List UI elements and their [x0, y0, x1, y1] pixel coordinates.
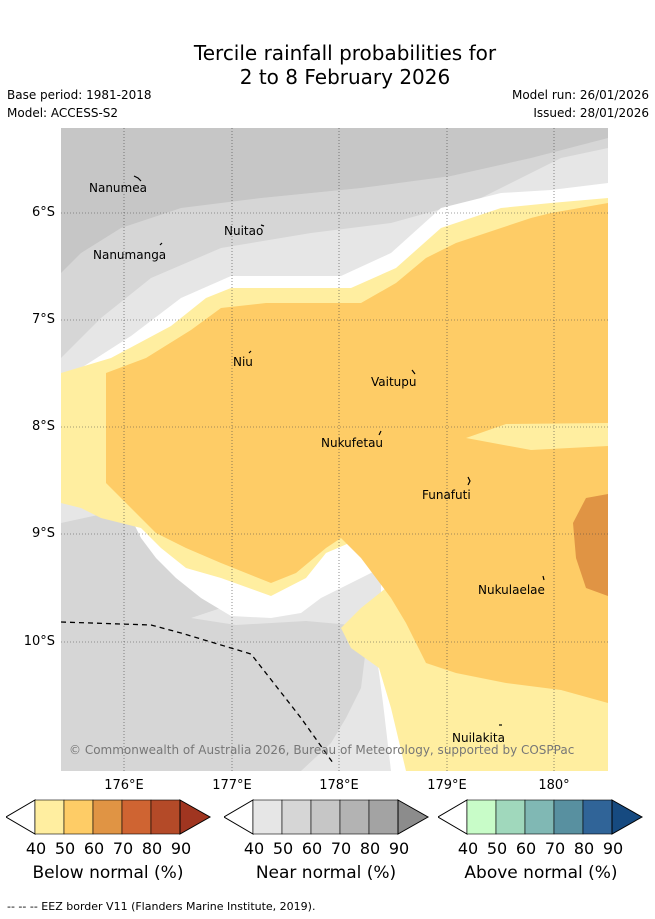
tick-below-50: 50 — [54, 839, 76, 858]
lon-label-179e: 179°E — [427, 778, 467, 793]
tick-near-70: 70 — [330, 839, 352, 858]
tick-above-90: 90 — [602, 839, 624, 858]
island-label-niu: Niu — [233, 355, 253, 369]
colorbar-above-normal — [438, 799, 644, 835]
lat-label-6s: 6°S — [31, 205, 55, 220]
cbar-below-underflow — [6, 799, 36, 835]
tick-near-40: 40 — [243, 839, 265, 858]
cbar-above-70 — [553, 799, 584, 835]
island-label-funafuti: Funafuti — [422, 488, 471, 502]
cbar-above-underflow — [438, 799, 468, 835]
nukulaelae-marker — [542, 575, 545, 581]
tick-below-40: 40 — [25, 839, 47, 858]
cbar-below-70 — [121, 799, 152, 835]
island-label-nanumanga: Nanumanga — [93, 248, 166, 262]
cbar-below-50 — [63, 799, 94, 835]
map-title-line2: 2 to 8 February 2026 — [239, 65, 451, 89]
tick-below-60: 60 — [83, 839, 105, 858]
island-label-nuitao: Nuitao — [224, 224, 263, 238]
tick-above-70: 70 — [544, 839, 566, 858]
funafuti-marker — [467, 476, 471, 486]
cbar-above-90 — [611, 799, 644, 835]
cbar-near-underflow — [224, 799, 254, 835]
legend-title-near: Near normal (%) — [255, 863, 397, 883]
island-label-nuilakita: Nuilakita — [452, 731, 505, 745]
cbar-near-90 — [397, 799, 430, 835]
tick-near-50: 50 — [272, 839, 294, 858]
tick-above-40: 40 — [457, 839, 479, 858]
tick-above-60: 60 — [515, 839, 537, 858]
base-period: Base period: 1981-2018 — [7, 88, 152, 102]
near-normal-60-region — [61, 128, 608, 273]
tick-near-60: 60 — [301, 839, 323, 858]
tick-above-80: 80 — [573, 839, 595, 858]
lon-label-176e: 176°E — [104, 778, 144, 793]
nanumea-marker — [133, 175, 142, 182]
lon-label-177e: 177°E — [212, 778, 252, 793]
cbar-below-40 — [34, 799, 65, 835]
tick-below-80: 80 — [141, 839, 163, 858]
colorbar-below-normal — [6, 799, 212, 835]
lat-label-10s: 10°S — [23, 634, 55, 649]
eez-footnote: -- -- -- EEZ border V11 (Flanders Marine… — [7, 900, 316, 913]
colorbar-near-normal — [224, 799, 430, 835]
model-name: Model: ACCESS-S2 — [7, 106, 119, 120]
legend-title-below: Below normal (%) — [32, 863, 184, 883]
lat-label-7s: 7°S — [31, 312, 55, 327]
near-normal-50-south-region — [61, 510, 366, 771]
niu-marker — [248, 350, 252, 354]
lat-label-9s: 9°S — [31, 526, 55, 541]
nanumanga-marker — [159, 242, 163, 246]
lat-label-8s: 8°S — [31, 419, 55, 434]
island-label-nukulaelae: Nukulaelae — [478, 583, 545, 597]
nukufetau-marker — [378, 430, 382, 436]
lon-label-178e: 178°E — [319, 778, 359, 793]
cbar-near-70 — [339, 799, 370, 835]
nuitao-marker — [260, 224, 265, 227]
tick-near-90: 90 — [388, 839, 410, 858]
copyright-notice: © Commonwealth of Australia 2026, Bureau… — [69, 743, 574, 757]
tick-above-50: 50 — [486, 839, 508, 858]
cbar-near-50 — [281, 799, 312, 835]
cbar-above-40 — [466, 799, 497, 835]
tick-below-90: 90 — [170, 839, 192, 858]
cbar-below-80 — [150, 799, 181, 835]
map-title-line1: Tercile rainfall probabilities for — [193, 41, 497, 65]
tick-below-70: 70 — [112, 839, 134, 858]
legend-title-above: Above normal (%) — [464, 863, 618, 883]
below-normal-60-region — [573, 494, 608, 596]
cbar-above-50 — [495, 799, 526, 835]
cbar-above-80 — [582, 799, 613, 835]
cbar-near-60 — [310, 799, 341, 835]
cbar-near-80 — [368, 799, 399, 835]
island-label-nukufetau: Nukufetau — [321, 436, 383, 450]
island-label-vaitupu: Vaitupu — [371, 375, 417, 389]
vaitupu-marker — [411, 369, 416, 375]
lon-label-180: 180° — [538, 778, 570, 793]
island-label-nanumea: Nanumea — [89, 181, 147, 195]
cbar-near-40 — [252, 799, 283, 835]
probability-map: Nanumea Nuitao Nanumanga Niu Vaitupu Nuk… — [60, 128, 608, 771]
model-run: Model run: 26/01/2026 — [511, 88, 649, 102]
tick-near-80: 80 — [359, 839, 381, 858]
below-normal-50-region — [106, 203, 608, 703]
eez-border — [60, 621, 334, 764]
cbar-above-60 — [524, 799, 555, 835]
issued-date: Issued: 28/01/2026 — [533, 106, 649, 120]
cbar-below-60 — [92, 799, 123, 835]
below-normal-40-patch — [466, 423, 608, 450]
cbar-below-90 — [179, 799, 212, 835]
